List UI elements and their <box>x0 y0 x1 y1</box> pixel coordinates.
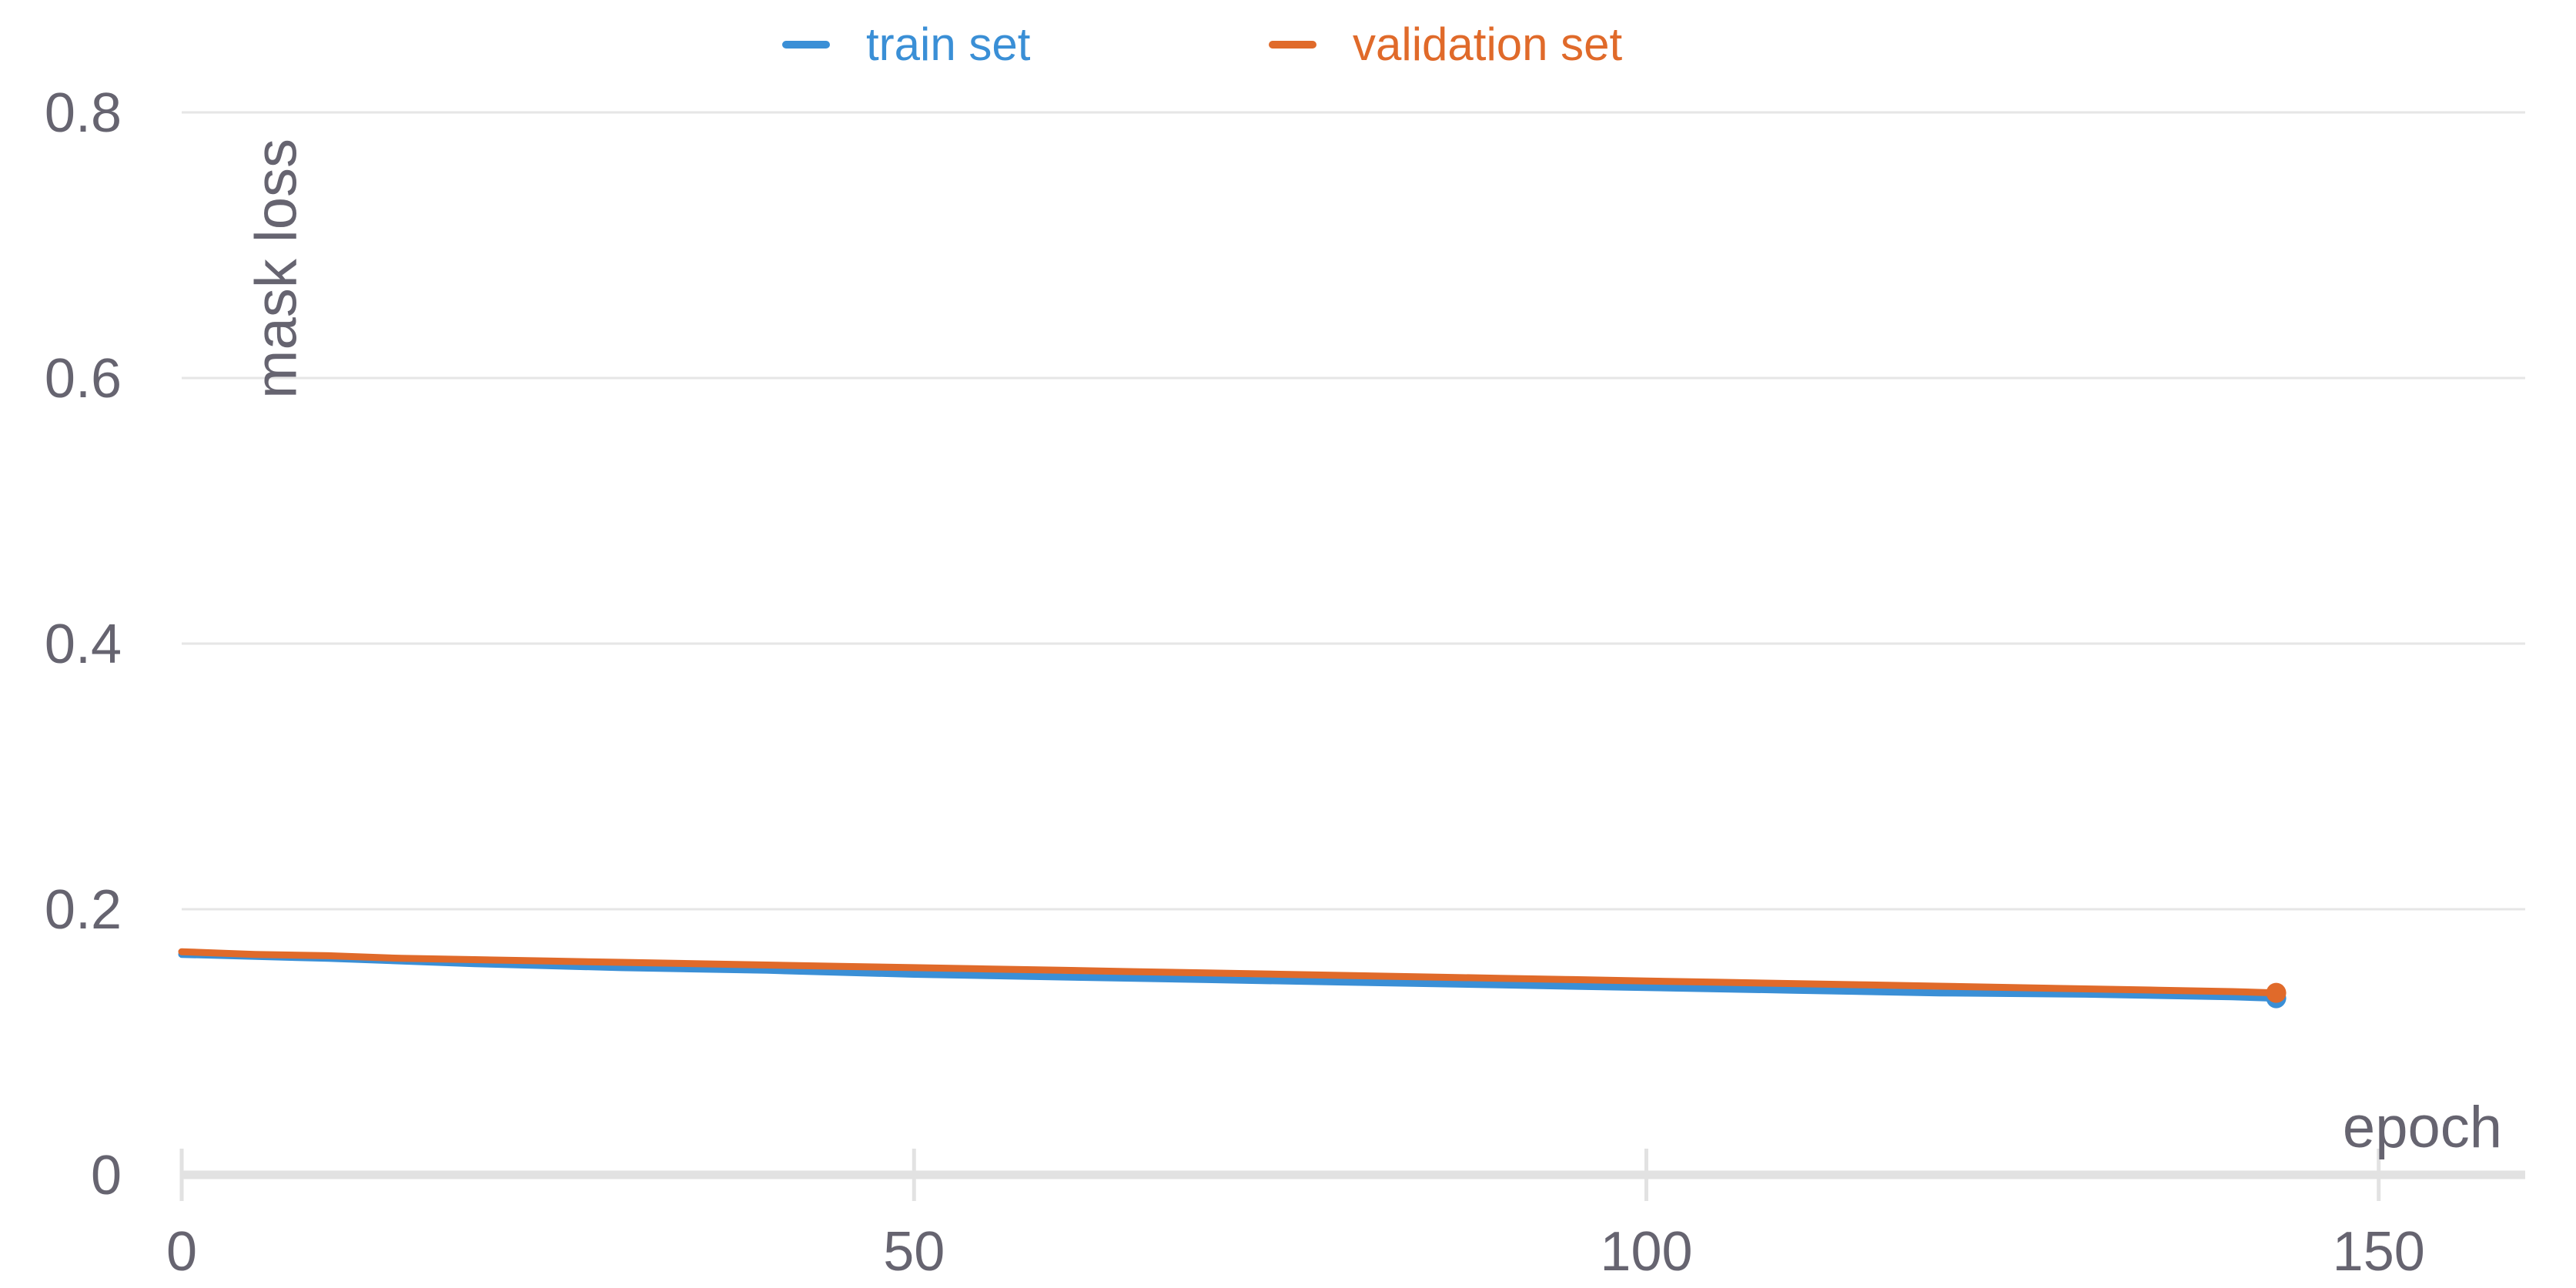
axes: 0 0.2 0.4 0.6 0.8 0 50 100 150 <box>45 82 2525 1283</box>
x-axis-title: epoch <box>2343 1095 2502 1160</box>
series-end-point-validation-set <box>2267 983 2287 1003</box>
x-tick-label: 100 <box>1600 1221 1692 1283</box>
legend-label-train-set: train set <box>866 18 1031 70</box>
grid-lines <box>182 112 2525 909</box>
y-tick-label: 0.4 <box>45 614 122 675</box>
x-tick-label: 150 <box>2333 1221 2425 1283</box>
x-tick-label: 0 <box>166 1221 197 1283</box>
series-lines <box>182 952 2287 1008</box>
y-axis-title: mask loss <box>243 139 309 399</box>
legend-label-validation-set: validation set <box>1353 18 1623 70</box>
series-line-validation-set <box>182 952 2277 993</box>
y-tick-label: 0.8 <box>45 82 122 144</box>
y-tick-label: 0.2 <box>45 879 122 941</box>
y-tick-label: 0.6 <box>45 348 122 410</box>
legend: train set validation set <box>786 18 1623 70</box>
y-tick-label: 0 <box>91 1145 122 1206</box>
x-tick-label: 50 <box>883 1221 945 1283</box>
